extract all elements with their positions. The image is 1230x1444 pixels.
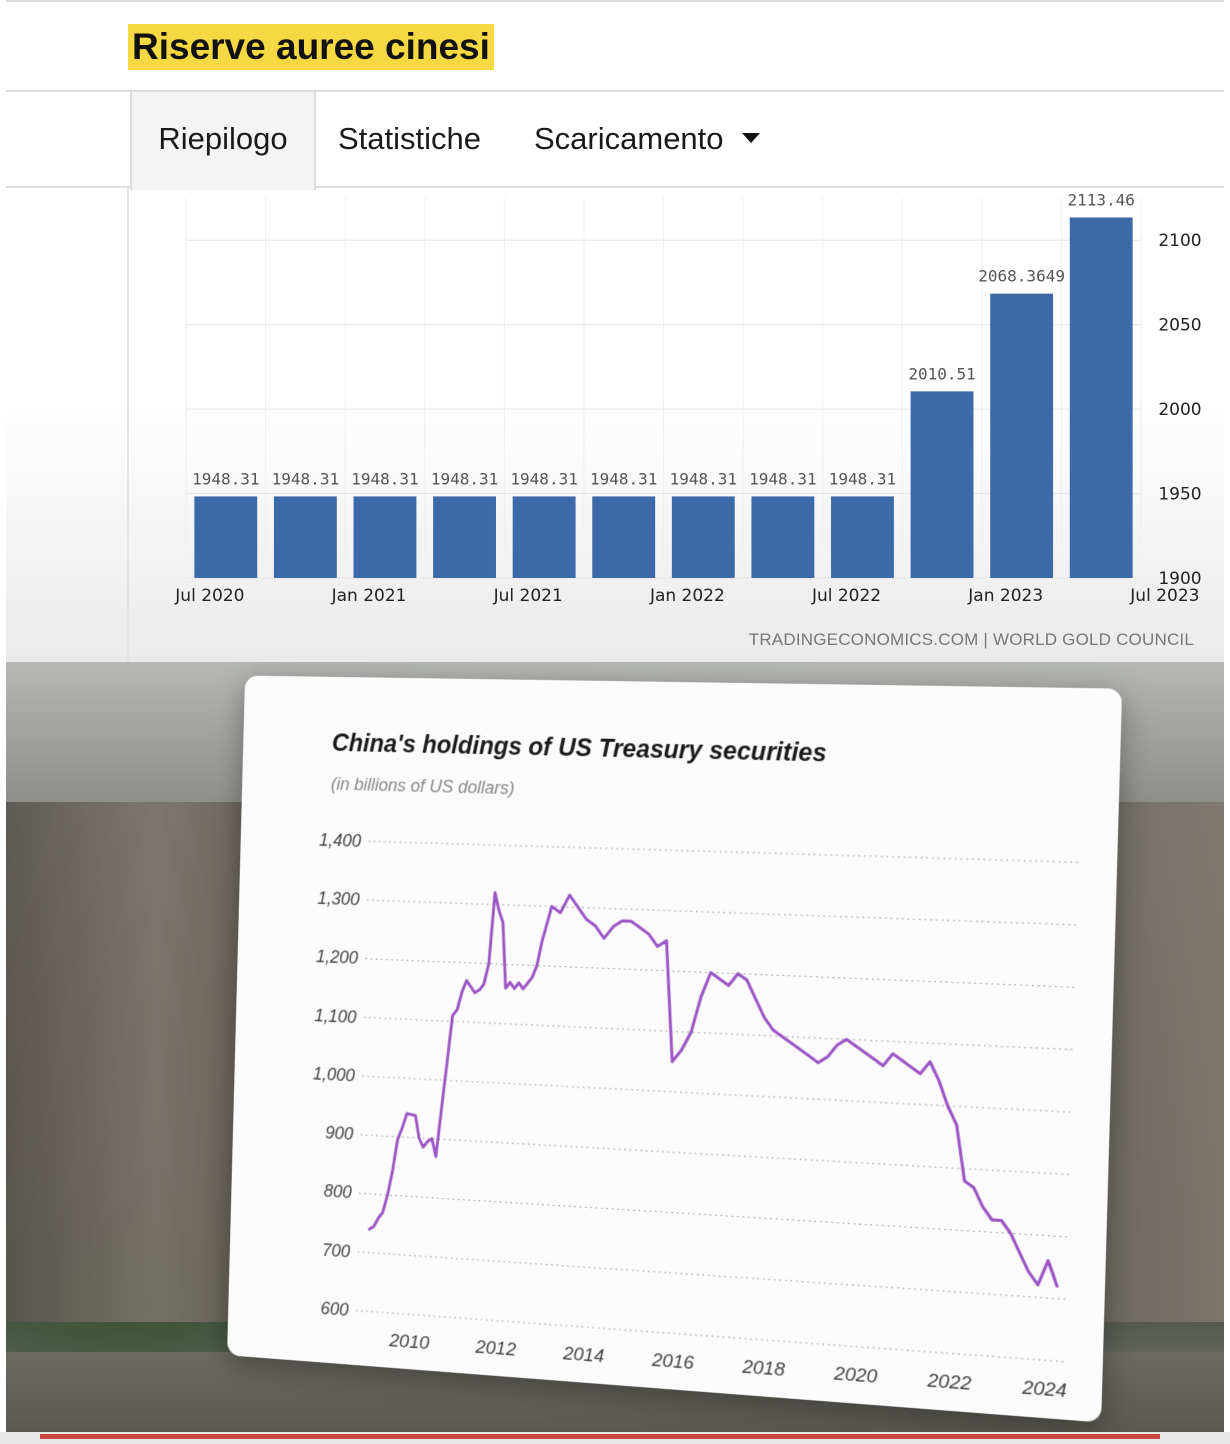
x-tick-label: 2014 (562, 1342, 605, 1367)
bar-data-label: 2010.51 (908, 364, 975, 383)
bar-data-label: 1948.31 (510, 469, 577, 488)
x-tick-label: 2020 (833, 1362, 879, 1387)
x-tick-label: Jul 2022 (811, 586, 881, 606)
x-tick-label: 2010 (388, 1329, 430, 1353)
bar (354, 496, 417, 578)
video-background: 600 700 800 900 1,000 1,100 1,200 1,300 1,400 201… (6, 662, 1224, 1432)
bar-data-label: 1948.31 (192, 469, 259, 488)
y-tick-label: 1950 (1158, 485, 1201, 505)
tab-download[interactable]: Scaricamento (534, 92, 760, 188)
bar (433, 496, 496, 578)
dotted-gridline (364, 1017, 1074, 1049)
tabs-row: Riepilogo Statistiche Scaricamento (6, 92, 1224, 188)
tab-summary[interactable]: Riepilogo (130, 92, 316, 190)
x-tick-label: Jan 2021 (331, 586, 407, 606)
bar-data-label: 1948.31 (590, 469, 657, 488)
gold-reserves-panel: Riserve auree cinesi Riepilogo Statistic… (6, 0, 1224, 662)
bar (194, 496, 257, 578)
bar (990, 294, 1053, 578)
bar (672, 496, 735, 578)
y-tick-label: 2050 (1158, 316, 1201, 336)
x-tick-label: 2018 (741, 1355, 786, 1380)
x-tick-label: Jul 2021 (493, 586, 563, 606)
x-tick-label: Jul 2020 (174, 586, 244, 606)
y-tick-label: 1,200 (316, 947, 359, 969)
bar (1070, 217, 1133, 578)
y-tick-label: 1,100 (314, 1005, 357, 1027)
y-tick-label: 600 (320, 1298, 349, 1320)
tab-statistics[interactable]: Statistiche (338, 92, 481, 188)
caret-down-icon (742, 133, 760, 143)
bar-data-label: 1948.31 (272, 469, 339, 488)
bar (592, 496, 655, 578)
x-tick-label: Jan 2023 (967, 586, 1043, 606)
x-tick-label: 2016 (651, 1348, 695, 1373)
tab-download-label: Scaricamento (534, 121, 724, 156)
source-separator: | (983, 630, 988, 649)
bar (911, 391, 974, 578)
y-tick-label: 2100 (1158, 231, 1201, 251)
page-title: Riserve auree cinesi (128, 24, 494, 70)
y-tick-label: 2000 (1158, 400, 1201, 420)
bar-data-label: 1948.31 (749, 469, 816, 488)
chart-source: TRADINGECONOMICS.COM | WORLD GOLD COUNCI… (749, 630, 1194, 650)
gold-reserves-bar-chart: 190019502000205021001948.31 1948.31 1948.3… (6, 188, 1224, 664)
bar-data-label: 1948.31 (670, 469, 737, 488)
dotted-gridline (358, 1252, 1067, 1299)
dotted-gridline (365, 959, 1075, 988)
treasury-chart-card: 600 700 800 900 1,000 1,100 1,200 1,300 1,400 201… (227, 676, 1122, 1423)
title-row: Riserve auree cinesi (6, 2, 1224, 92)
x-tick-label: Jan 2022 (649, 586, 725, 606)
background-building-left (6, 802, 256, 1322)
x-tick-label: Jul 2023 (1129, 586, 1199, 606)
bar-data-label: 2068.3649 (978, 267, 1065, 286)
x-tick-label: 2024 (1021, 1376, 1067, 1402)
y-tick-label: 1,300 (317, 888, 360, 909)
dotted-gridline (369, 841, 1079, 862)
bar-data-label: 1948.31 (431, 469, 498, 488)
y-tick-label: 800 (323, 1181, 352, 1203)
source-tradingeconomics[interactable]: TRADINGECONOMICS.COM (749, 630, 979, 649)
bar (513, 496, 576, 578)
bar-data-label: 1948.31 (829, 469, 896, 488)
bar-data-label: 2113.46 (1067, 190, 1134, 209)
y-tick-label: 1,400 (319, 830, 362, 851)
video-progress-fill[interactable] (40, 1434, 1160, 1439)
x-tick-label: 2022 (926, 1369, 972, 1394)
source-world-gold-council: WORLD GOLD COUNCIL (993, 630, 1194, 649)
bar (831, 496, 894, 578)
treasury-holdings-line (369, 889, 1068, 1287)
y-tick-label: 700 (322, 1239, 351, 1261)
y-tick-label: 900 (325, 1123, 354, 1145)
x-tick-label: 2012 (474, 1335, 517, 1359)
bar-data-label: 1948.31 (351, 469, 418, 488)
dotted-gridline (356, 1311, 1065, 1362)
bar (274, 496, 337, 578)
bar (751, 496, 814, 578)
dotted-gridline (367, 900, 1077, 925)
dotted-gridline (359, 1193, 1068, 1237)
dotted-gridline (362, 1076, 1071, 1112)
y-tick-label: 1,000 (313, 1063, 356, 1085)
